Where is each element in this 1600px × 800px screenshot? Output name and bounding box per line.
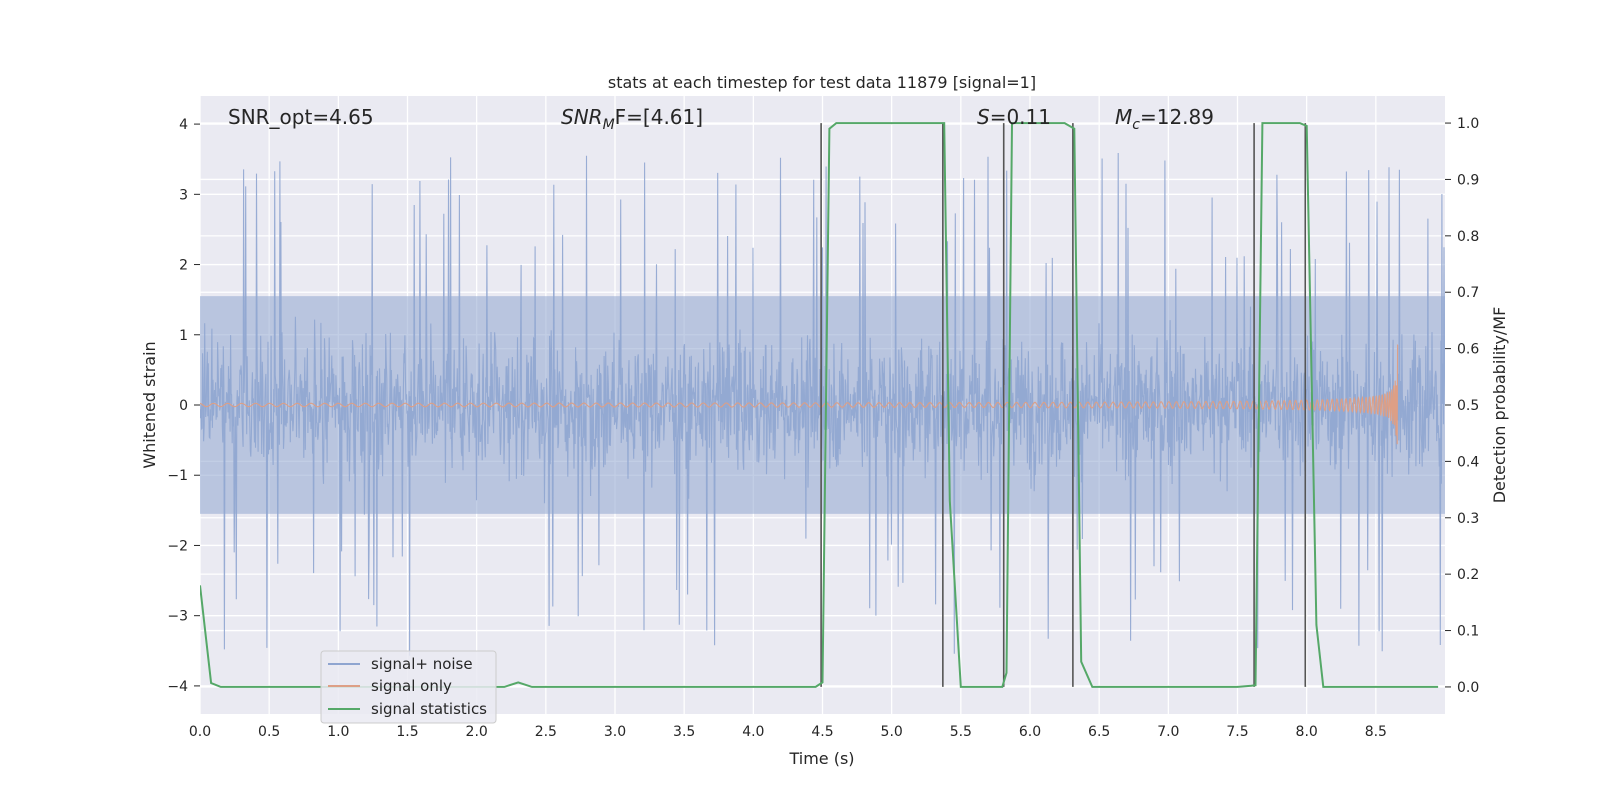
x-tick-label: 1.5 — [396, 724, 418, 740]
annotation-s-main: S — [977, 105, 990, 129]
y-right-tick-label: 0.3 — [1457, 511, 1479, 527]
x-tick-label: 5.0 — [881, 724, 903, 740]
annotation-s: S=0.11 — [977, 105, 1051, 129]
legend-box — [320, 650, 497, 724]
x-axis-label: Time (s) — [788, 749, 854, 768]
annotation-mc-tail: =12.89 — [1140, 105, 1214, 129]
y-right-tick-label: 0.5 — [1457, 398, 1479, 414]
x-tick-label: 0.5 — [258, 724, 280, 740]
y-tick-label: 2 — [179, 258, 188, 274]
x-tick-label: 3.0 — [604, 724, 626, 740]
y-tick-label: 3 — [179, 187, 188, 203]
y-right-tick-label: 0.4 — [1457, 454, 1479, 470]
y-right-tick-label: 0.7 — [1457, 285, 1479, 301]
x-tick-label: 7.0 — [1157, 724, 1179, 740]
x-tick-label: 8.5 — [1365, 724, 1387, 740]
x-tick-label: 5.5 — [950, 724, 972, 740]
y-tick-label: 1 — [179, 328, 188, 344]
y-tick-label: −2 — [167, 538, 188, 554]
legend-label-signal-statistics: signal statistics — [371, 700, 487, 718]
annotation-snr-mf-tail: F=[4.61] — [615, 105, 703, 129]
y-right-tick-label: 0.8 — [1457, 229, 1479, 245]
x-tick-label: 2.5 — [535, 724, 557, 740]
signal-noise-series — [200, 152, 1445, 656]
chart-title: stats at each timestep for test data 118… — [608, 73, 1036, 92]
y-tick-label: −4 — [167, 679, 188, 695]
annotation-s-tail: =0.11 — [990, 105, 1051, 129]
y-right-tick-label: 0.9 — [1457, 172, 1479, 188]
signal-noise-line — [200, 152, 1445, 656]
annotation-mc: Mc=12.89 — [1115, 105, 1214, 133]
y-right-tick-label: 0.6 — [1457, 342, 1479, 358]
x-tick-label: 4.5 — [811, 724, 833, 740]
annotation-mc-main: M — [1115, 105, 1132, 129]
annotation-snr-mf-main: SNR — [561, 105, 603, 129]
legend-label-signal-noise: signal+ noise — [371, 655, 473, 673]
signal-only-series — [200, 344, 1399, 445]
y-tick-label: 0 — [179, 398, 188, 414]
y-right-tick-label: 0.2 — [1457, 567, 1479, 583]
y-tick-label: 4 — [179, 117, 188, 133]
x-tick-label: 4.0 — [742, 724, 764, 740]
annotation-snr-mf: SNRMF=[4.61] — [561, 105, 703, 133]
signal-only-line — [200, 344, 1399, 445]
y-tick-label: −3 — [167, 609, 188, 625]
legend-label-signal-only: signal only — [371, 677, 452, 695]
legend: signal+ noise signal only signal statist… — [320, 650, 497, 724]
y-tick-label: −1 — [167, 468, 188, 484]
y-right-axis-label: Detection probability/MF — [1490, 307, 1509, 504]
x-tick-label: 0.0 — [189, 724, 211, 740]
y-right-tick-label: 1.0 — [1457, 116, 1479, 132]
annotation-snr-opt: SNR_opt=4.65 — [228, 105, 374, 129]
x-tick-label: 6.0 — [1019, 724, 1041, 740]
x-tick-label: 2.0 — [466, 724, 488, 740]
x-tick-label: 6.5 — [1088, 724, 1110, 740]
x-axis-ticks: 0.0 0.5 1.0 1.5 2.0 2.5 3.0 3.5 4.0 4.5 5.0 5.5 6.0 6… — [189, 724, 1387, 740]
x-tick-label: 3.5 — [673, 724, 695, 740]
annotation-mc-sub: c — [1132, 117, 1140, 133]
y-right-axis-ticks: 0.0 0.1 0.2 0.3 0.4 0.5 0.6 0.7 0.8 0.9 1.0 — [1445, 116, 1479, 696]
x-tick-label: 7.5 — [1226, 724, 1248, 740]
annotation-snr-mf-sub: M — [603, 117, 615, 133]
y-right-tick-label: 0.1 — [1457, 624, 1479, 640]
y-axis-ticks: −4 −3 −2 −1 0 1 2 3 4 — [167, 117, 200, 695]
x-tick-label: 1.0 — [327, 724, 349, 740]
detection-vertical-lines — [820, 123, 1307, 687]
x-tick-label: 8.0 — [1296, 724, 1318, 740]
y-axis-label: Whitened strain — [140, 341, 159, 468]
y-right-tick-label: 0.0 — [1457, 680, 1479, 696]
